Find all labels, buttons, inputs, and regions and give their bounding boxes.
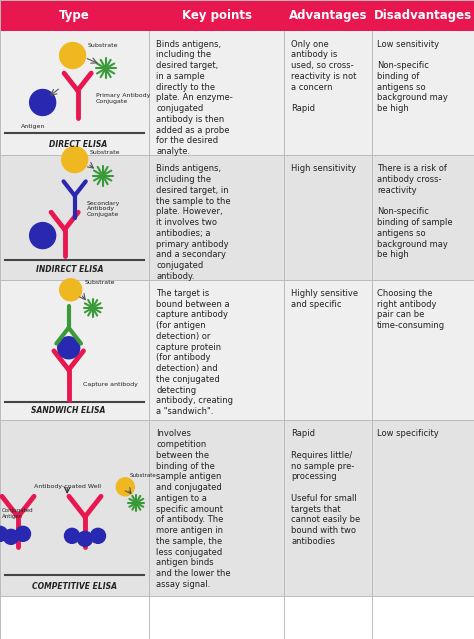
Text: Low sensitivity

Non-specific
binding of
antigens so
background may
be high: Low sensitivity Non-specific binding of …: [377, 40, 448, 113]
Text: Type: Type: [59, 9, 90, 22]
Bar: [0, 420, 474, 596]
Text: DIRECT ELISA: DIRECT ELISA: [48, 141, 107, 150]
Text: The target is
bound between a
capture antibody
(for antigen
detection) or
captur: The target is bound between a capture an…: [156, 289, 233, 416]
Text: Low specificity: Low specificity: [377, 429, 439, 438]
Bar: [0, 280, 474, 420]
Circle shape: [91, 528, 106, 543]
Text: Secondary
Antibody
Conjugate: Secondary Antibody Conjugate: [87, 201, 120, 217]
Text: COMPETITIVE ELISA: COMPETITIVE ELISA: [32, 582, 117, 591]
Circle shape: [16, 527, 30, 541]
Text: Substrate: Substrate: [88, 43, 118, 49]
Text: Substrate: Substrate: [85, 280, 115, 285]
Text: Substrate: Substrate: [90, 150, 120, 155]
Text: Substrate: Substrate: [129, 473, 156, 478]
Circle shape: [116, 478, 134, 496]
Bar: [0, 31, 474, 155]
Circle shape: [78, 532, 92, 546]
Circle shape: [58, 337, 80, 358]
Circle shape: [64, 528, 80, 543]
Text: Capture antibody: Capture antibody: [82, 381, 137, 387]
Circle shape: [62, 146, 88, 173]
Text: INDIRECT ELISA: INDIRECT ELISA: [36, 265, 103, 274]
Text: Primary Antibody
Conjugate: Primary Antibody Conjugate: [96, 93, 150, 104]
Text: Rapid

Requires little/
no sample pre-
processing

Useful for small
targets that: Rapid Requires little/ no sample pre- pr…: [292, 429, 361, 546]
Text: SANDWICH ELISA: SANDWICH ELISA: [31, 406, 106, 415]
Text: Binds antigens,
including the
desired target,
in a sample
directly to the
plate.: Binds antigens, including the desired ta…: [156, 40, 233, 156]
Text: Involves
competition
between the
binding of the
sample antigen
and conjugated
an: Involves competition between the binding…: [156, 429, 231, 589]
Bar: [0, 155, 474, 280]
Text: Highly sensitive
and specific: Highly sensitive and specific: [292, 289, 358, 309]
Circle shape: [30, 89, 55, 116]
Text: Advantages: Advantages: [289, 9, 367, 22]
Text: High sensitivity: High sensitivity: [292, 164, 356, 173]
Bar: [0, 0, 474, 31]
Text: Conjugated
Antigen: Conjugated Antigen: [2, 508, 34, 519]
Text: Antibody-coated Well: Antibody-coated Well: [34, 484, 100, 489]
Circle shape: [3, 529, 18, 544]
Circle shape: [30, 222, 55, 249]
Text: Disadvantages: Disadvantages: [374, 9, 472, 22]
Text: Key points: Key points: [182, 9, 252, 22]
Circle shape: [60, 279, 82, 301]
Text: There is a risk of
antibody cross-
reactivity

Non-specific
binding of sample
an: There is a risk of antibody cross- react…: [377, 164, 453, 259]
Text: Choosing the
right antibody
pair can be
time-consuming: Choosing the right antibody pair can be …: [377, 289, 445, 330]
Circle shape: [0, 527, 8, 541]
Text: Only one
antibody is
used, so cross-
reactivity is not
a concern

Rapid: Only one antibody is used, so cross- rea…: [292, 40, 357, 113]
Circle shape: [60, 42, 86, 68]
Text: Binds antigens,
including the
desired target, in
the sample to the
plate. Howeve: Binds antigens, including the desired ta…: [156, 164, 231, 281]
Text: Antigen: Antigen: [20, 125, 45, 130]
